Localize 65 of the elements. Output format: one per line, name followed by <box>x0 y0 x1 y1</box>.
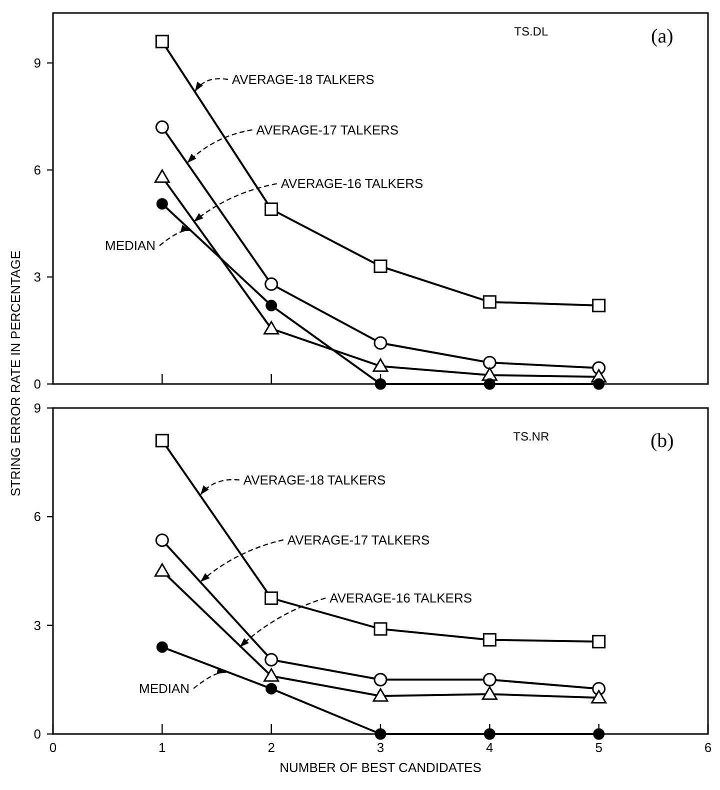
point <box>592 634 606 648</box>
point <box>156 641 168 653</box>
point <box>264 668 280 682</box>
point <box>372 688 388 702</box>
y-tick-label: 0 <box>34 376 41 392</box>
point <box>482 686 498 700</box>
x-tick-label: 1 <box>158 740 166 755</box>
x-tick-label: 4 <box>486 740 494 755</box>
y-tick-label: 6 <box>34 509 41 524</box>
point <box>482 295 496 309</box>
x-tick-label: 0 <box>49 740 57 755</box>
annotation: AVERAGE-17 TALKERS <box>287 532 430 548</box>
point <box>266 300 278 312</box>
point <box>374 728 386 740</box>
point <box>374 672 388 686</box>
point <box>593 728 605 740</box>
annotation: AVERAGE-16 TALKERS <box>280 176 424 192</box>
x-tick-label: 2 <box>268 740 275 755</box>
point <box>155 120 169 134</box>
annotation: AVERAGE-16 TALKERS <box>330 590 472 606</box>
x-tick-label: 3 <box>376 740 384 755</box>
point <box>156 198 168 210</box>
point <box>374 260 388 274</box>
point <box>374 622 388 636</box>
y-tick-label: 9 <box>34 400 41 416</box>
point <box>591 690 607 704</box>
point <box>374 336 388 350</box>
annotation: MEDIAN <box>139 680 190 696</box>
y-tick-label: 6 <box>34 162 41 178</box>
annotation: AVERAGE-18 TALKERS <box>243 472 386 488</box>
point <box>592 298 606 312</box>
point <box>154 563 170 577</box>
point <box>484 728 496 740</box>
point <box>374 378 386 390</box>
point <box>264 202 278 216</box>
annotation: TS.NR <box>513 430 550 444</box>
point <box>264 591 278 605</box>
annotation: (b) <box>650 430 674 452</box>
point <box>155 434 169 448</box>
point <box>264 652 278 666</box>
y-tick-label: 9 <box>34 55 41 70</box>
x-tick-label: 5 <box>595 740 602 755</box>
point <box>593 378 605 390</box>
annotation: (a) <box>651 26 674 48</box>
y-tick-label: 0 <box>34 726 41 742</box>
point <box>482 672 496 686</box>
point <box>155 533 169 547</box>
point <box>264 277 278 291</box>
point <box>482 356 496 370</box>
x-tick-label: 6 <box>704 740 712 755</box>
annotation: AVERAGE-17 TALKERS <box>256 122 399 138</box>
point <box>155 34 169 48</box>
annotation: AVERAGE-18 TALKERS <box>232 72 375 88</box>
point <box>372 358 388 372</box>
annotation: MEDIAN <box>104 238 156 254</box>
annotation: TS.DL <box>514 24 548 38</box>
point <box>484 378 496 390</box>
point <box>154 169 170 183</box>
point <box>264 320 280 334</box>
point <box>266 682 278 694</box>
y-axis-title: STRING ERROR RATE IN PERCENTAGE <box>8 250 23 496</box>
point <box>482 633 496 647</box>
y-tick-label: 3 <box>34 618 41 633</box>
x-axis-title: NUMBER OF BEST CANDIDATES <box>280 760 482 775</box>
y-tick-label: 3 <box>34 270 41 285</box>
